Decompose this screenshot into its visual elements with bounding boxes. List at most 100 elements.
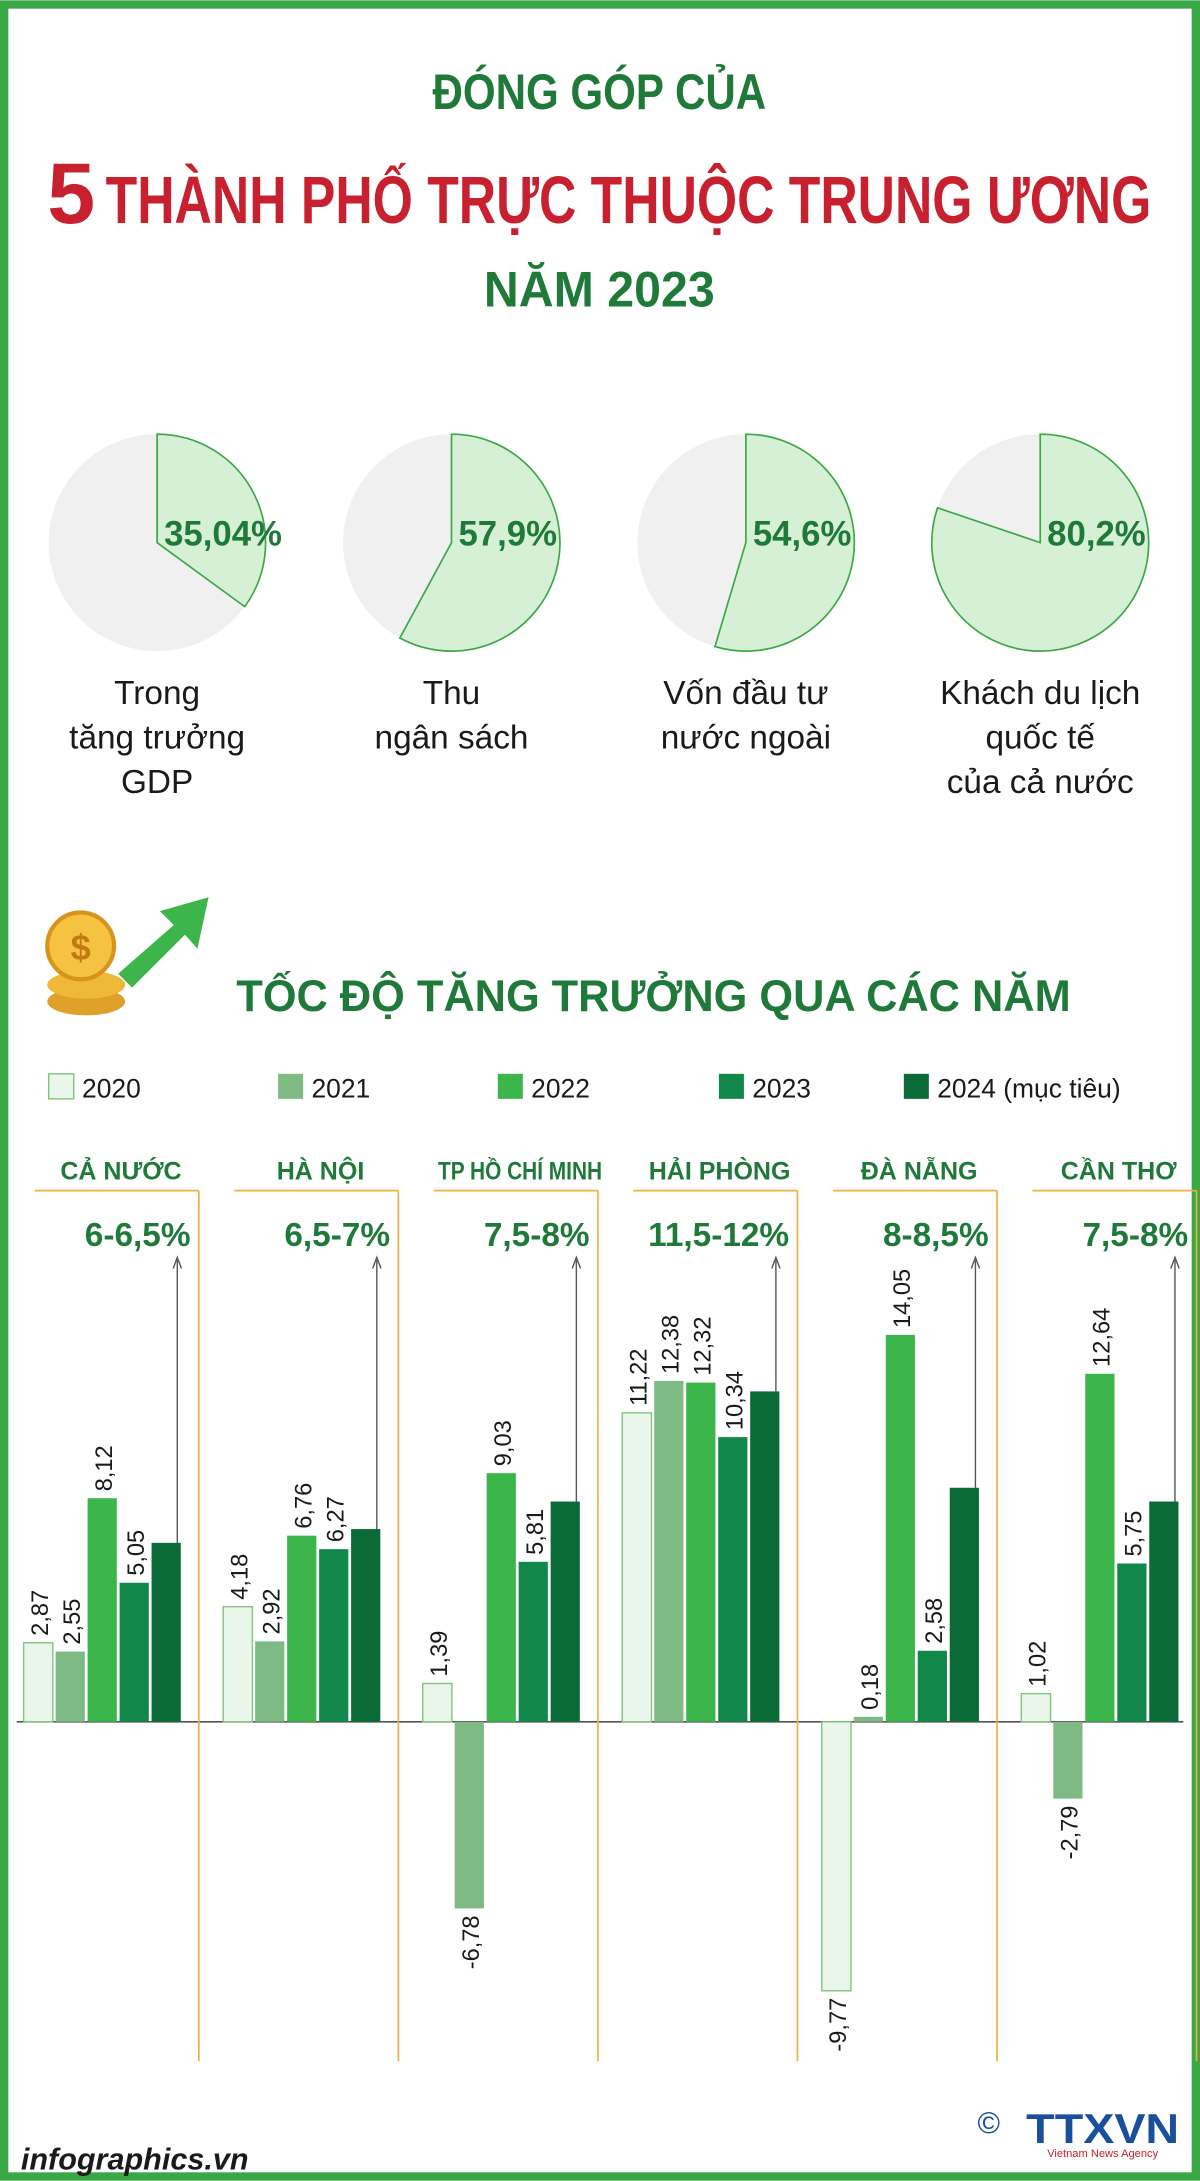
- legend-label: 2024 (mục tiêu): [937, 1073, 1120, 1103]
- bar: [718, 1437, 748, 1722]
- value-label: 2,87: [28, 1590, 54, 1636]
- category-label: ĐÀ NẴNG: [861, 1156, 978, 1185]
- bar: [1117, 1563, 1147, 1722]
- bar: [853, 1716, 883, 1722]
- bar: [885, 1334, 915, 1722]
- legend-swatch: [497, 1073, 523, 1099]
- bar: [119, 1582, 149, 1722]
- target-arrowhead: [571, 1255, 582, 1269]
- value-label: 0,18: [858, 1664, 884, 1710]
- target-label: 7,5-8%: [1082, 1217, 1188, 1254]
- target-arrowhead: [771, 1255, 781, 1269]
- value-label: 10,34: [723, 1371, 749, 1430]
- legend-swatch: [903, 1073, 929, 1099]
- legend-swatch: [278, 1073, 304, 1099]
- pie-caption: Thu: [423, 675, 480, 712]
- growth-icon: $: [45, 897, 209, 1016]
- bar: [287, 1535, 317, 1722]
- value-label: 1,39: [427, 1631, 453, 1677]
- category-label: TP HỒ CHÍ MINH: [438, 1155, 602, 1185]
- legend-label: 2023: [752, 1073, 811, 1103]
- bar: [686, 1382, 716, 1722]
- value-label: 9,03: [491, 1420, 517, 1466]
- bar-chart-title: TỐC ĐỘ TĂNG TRƯỞNG QUA CÁC NĂM: [236, 970, 1070, 1021]
- legend-swatch: [718, 1073, 744, 1099]
- bar: [1149, 1501, 1179, 1722]
- value-label: -2,79: [1058, 1806, 1084, 1860]
- bar: [222, 1606, 254, 1723]
- target-label: 8-8,5%: [883, 1217, 989, 1254]
- footer-site: infographics.vn: [21, 2143, 249, 2177]
- category-label: HẢI PHÒNG: [649, 1155, 791, 1185]
- bar: [1085, 1373, 1115, 1722]
- pie-caption: ngân sách: [375, 719, 529, 756]
- pie-caption: quốc tế: [986, 719, 1096, 756]
- bar: [750, 1391, 780, 1722]
- value-label: 12,32: [691, 1317, 717, 1376]
- target-label: 11,5-12%: [648, 1217, 789, 1254]
- pie-value-label: 54,6%: [753, 515, 852, 553]
- target-arrowhead: [970, 1255, 981, 1269]
- pie-caption: của cả nước: [947, 764, 1134, 801]
- title-line3: NĂM 2023: [484, 261, 715, 317]
- value-label: 1,02: [1026, 1641, 1052, 1687]
- target-arrowhead: [1170, 1255, 1180, 1269]
- value-label: -6,78: [459, 1915, 485, 1969]
- pie-caption: Trong: [114, 675, 200, 712]
- bar: [351, 1529, 381, 1722]
- bar: [654, 1380, 684, 1722]
- bar: [319, 1549, 349, 1722]
- bar: [22, 1642, 54, 1723]
- value-label: 8,12: [92, 1445, 118, 1491]
- bar: [550, 1501, 580, 1722]
- bar: [917, 1650, 947, 1722]
- pie-slice: [713, 433, 856, 652]
- svg-text:$: $: [71, 927, 91, 968]
- pie-caption: GDP: [121, 764, 193, 801]
- category-label: CẢ NƯỚC: [60, 1155, 181, 1185]
- value-label: 2,92: [259, 1588, 285, 1634]
- bar: [621, 1412, 653, 1723]
- legend-label: 2020: [82, 1073, 141, 1103]
- title-line2: THÀNH PHỐ TRỰC THUỘC TRUNG ƯƠNG: [106, 162, 1152, 238]
- value-label: 6,27: [323, 1496, 349, 1542]
- bar: [87, 1498, 117, 1722]
- value-label: 12,64: [1090, 1308, 1116, 1367]
- footer-agency: Vietnam News Agency: [1047, 2148, 1158, 2160]
- value-label: 2,58: [922, 1598, 948, 1644]
- bar: [486, 1473, 516, 1722]
- bar: [55, 1651, 85, 1722]
- value-label: 11,22: [627, 1349, 653, 1406]
- target-arrowhead: [172, 1255, 183, 1269]
- legend-label: 2021: [311, 1073, 370, 1103]
- pie-value-label: 80,2%: [1047, 515, 1146, 553]
- value-label: 5,81: [523, 1509, 549, 1555]
- value-label: 12,38: [659, 1315, 685, 1374]
- bar: [151, 1542, 181, 1722]
- bar: [1053, 1721, 1083, 1799]
- bar: [1020, 1693, 1052, 1723]
- category-label: HÀ NỘI: [277, 1155, 365, 1185]
- bar: [518, 1561, 548, 1722]
- target-label: 6-6,5%: [85, 1217, 191, 1254]
- pie-caption: Khách du lịch: [940, 675, 1140, 712]
- bar: [255, 1641, 285, 1722]
- footer-copyright: ©: [978, 2106, 1001, 2140]
- pie-slice: [930, 433, 1150, 652]
- value-label: -9,77: [826, 1998, 852, 2052]
- pie-caption: Vốn đầu tư: [663, 675, 828, 712]
- value-label: 5,75: [1122, 1511, 1148, 1557]
- value-label: 4,18: [228, 1554, 254, 1600]
- value-label: 2,55: [60, 1599, 86, 1645]
- value-label: 6,76: [291, 1483, 317, 1529]
- pie-caption: nước ngoài: [661, 719, 831, 756]
- bar: [422, 1682, 453, 1723]
- pie-caption: tăng trưởng: [69, 719, 245, 756]
- bar: [949, 1487, 979, 1722]
- title-number: 5: [47, 146, 95, 242]
- category-label: CẦN THƠ: [1061, 1156, 1177, 1185]
- bar: [454, 1721, 484, 1909]
- value-label: 14,05: [890, 1269, 916, 1328]
- footer-brand: TTXVN: [1026, 2105, 1179, 2152]
